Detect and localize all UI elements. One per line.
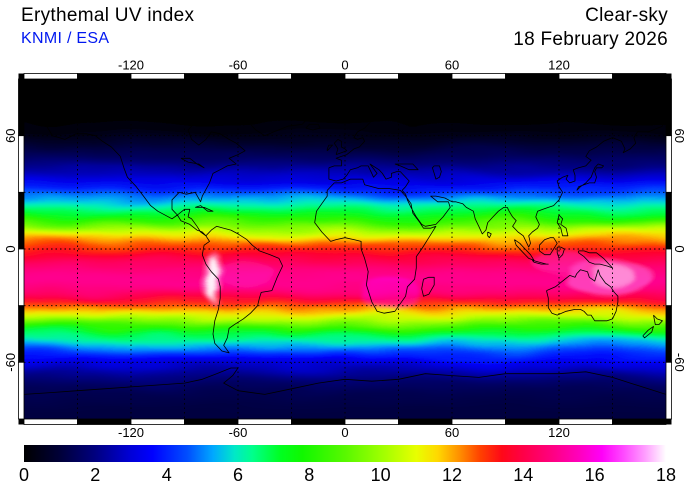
- hotspot-south-africa: [361, 279, 419, 310]
- lat-tick-left: 60: [3, 128, 18, 142]
- colorbar-tick: 16: [585, 465, 605, 485]
- figure-title: Erythemal UV index: [21, 5, 195, 26]
- colorbar-tick: 18: [656, 465, 676, 485]
- lon-tick-top: 60: [445, 58, 459, 73]
- colorbar-tick: 14: [513, 465, 533, 485]
- lat-tick-right: -60: [672, 353, 687, 372]
- lat-tick-right: 60: [672, 128, 687, 142]
- lon-tick-bottom: 120: [548, 425, 570, 440]
- lon-tick-top: -120: [118, 58, 144, 73]
- lon-tick-bottom: -60: [229, 425, 248, 440]
- graticule: [24, 79, 666, 419]
- colorbar-tick: 10: [371, 465, 391, 485]
- figure-source: KNMI / ESA: [21, 30, 110, 47]
- longitude-tick-labels: -120 -120 -60 -60 0 0 60 60 120 120: [118, 58, 570, 441]
- colorbar: [24, 445, 666, 462]
- colorbar-tick: 12: [442, 465, 462, 485]
- lon-tick-top: 120: [548, 58, 570, 73]
- lat-tick-left: -60: [3, 353, 18, 372]
- colorbar-tick: 0: [19, 465, 29, 485]
- lon-tick-top: -60: [229, 58, 248, 73]
- map-frame: [18, 73, 672, 425]
- colorbar-tick: 8: [304, 465, 314, 485]
- colorbar-tick: 2: [90, 465, 100, 485]
- lon-tick-bottom: 0: [341, 425, 348, 440]
- colorbar-tick: 6: [233, 465, 243, 485]
- coastlines: [24, 103, 666, 395]
- colorbar-tick: 4: [162, 465, 172, 485]
- lon-tick-bottom: 60: [445, 425, 459, 440]
- lat-tick-left: 0: [3, 245, 18, 252]
- hotspot-brazil-interior: [220, 260, 274, 287]
- lat-tick-right: 0: [672, 245, 687, 252]
- colorbar-tick-labels: 0 2 4 6 8 10 12 14 16 18: [19, 465, 676, 485]
- uv-field: [24, 79, 666, 419]
- hotspot-indonesia: [532, 250, 590, 274]
- lon-tick-top: 0: [341, 58, 348, 73]
- hotspot-andes-high-uv: [209, 255, 221, 301]
- sky-condition-label: Clear-sky: [585, 5, 668, 26]
- lon-tick-bottom: -120: [118, 425, 144, 440]
- hotspot-coral-sea-core: [591, 266, 634, 285]
- date-label: 18 February 2026: [513, 29, 668, 50]
- latitude-tick-labels: 60 60 0 0 -60 -60: [3, 128, 687, 371]
